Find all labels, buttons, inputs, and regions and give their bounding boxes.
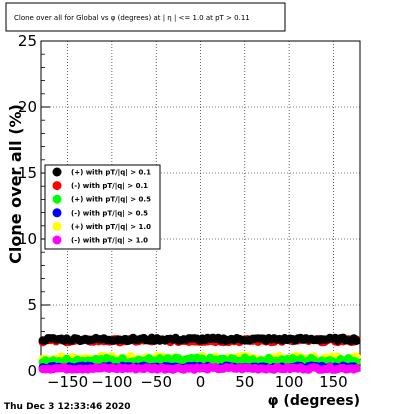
legend-box	[44, 164, 161, 250]
series-layer	[38, 333, 361, 374]
legend-marker	[52, 235, 62, 245]
y-axis-label: Clone over all (%)	[6, 104, 25, 264]
legend-label: (-) with pT/|q| > 1.0	[71, 237, 148, 246]
legend-item: (-) with pT/|q| > 1.0	[52, 235, 148, 246]
x-tick-label: 50	[235, 373, 254, 391]
series-5	[38, 362, 361, 374]
legend-item: (-) with pT/|q| > 0.5	[52, 208, 148, 218]
legend-marker	[52, 208, 62, 218]
legend-label: (+) with pT/|q| > 1.0	[71, 223, 151, 232]
x-tick-label: −50	[140, 373, 172, 391]
y-tick-label: 0	[27, 362, 37, 380]
legend-label: (-) with pT/|q| > 0.5	[71, 209, 148, 218]
series-0	[38, 333, 361, 346]
legend-label: (+) with pT/|q| > 0.5	[71, 196, 151, 205]
title-box	[5, 2, 286, 32]
legend-marker	[52, 194, 62, 204]
chart-title: Clone over all for Global vs φ (degrees)…	[14, 14, 250, 22]
tick-labels: −150 −100 −50 0 50 100 150 0 5 10 15 20 25	[18, 32, 348, 391]
legend-item: (+) with pT/|q| > 0.5	[52, 194, 151, 205]
legend-item: (+) with pT/|q| > 1.0	[52, 221, 151, 232]
legend-marker	[52, 221, 62, 231]
y-tick-label: 20	[18, 98, 37, 116]
y-tick-label: 10	[18, 230, 37, 248]
x-tick-label: 150	[319, 373, 348, 391]
x-tick-label: −150	[47, 373, 88, 391]
legend-label: (-) with pT/|q| > 0.1	[71, 182, 148, 191]
x-tick-label: −100	[91, 373, 132, 391]
x-axis-label: φ (degrees)	[268, 393, 360, 409]
legend-label: (+) with pT/|q| > 0.1	[71, 169, 151, 178]
legend-item: (+) with pT/|q| > 0.1	[52, 167, 151, 178]
timestamp: Thu Dec 3 12:33:46 2020	[4, 402, 130, 412]
legend-item: (-) with pT/|q| > 0.1	[52, 181, 148, 191]
y-tick-label: 5	[27, 296, 37, 314]
legend-marker	[52, 181, 62, 191]
x-tick-label: 100	[275, 373, 304, 391]
data-point	[352, 364, 361, 373]
legend-marker	[52, 167, 62, 177]
legend: (+) with pT/|q| > 0.1 (-) with pT/|q| > 0…	[44, 164, 161, 250]
y-tick-label: 25	[18, 32, 37, 50]
y-tick-label: 15	[18, 164, 37, 182]
x-tick-label: 0	[196, 373, 206, 391]
data-point	[352, 336, 361, 346]
